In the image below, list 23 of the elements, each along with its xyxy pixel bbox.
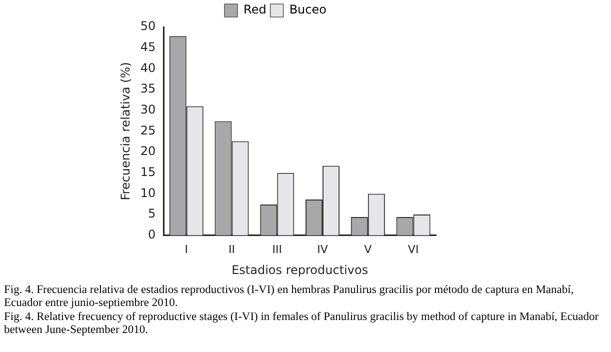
x-tick-label: IV <box>317 242 328 256</box>
y-tick-label: 25 <box>140 123 156 138</box>
y-tick-label: 40 <box>140 60 156 75</box>
caption: Fig. 4. Relative frecuency of reproductive stages (I-VI) in females of Panulirus gracilis by method of capture in Manabí, Ecuador between June-September 2010. <box>4 311 600 337</box>
x-tick-label: II <box>228 242 235 256</box>
y-tick-label: 45 <box>140 40 156 54</box>
legend-label: Buceo <box>289 2 326 17</box>
y-tick-label: 20 <box>140 144 156 158</box>
y-tick-label: 35 <box>140 82 156 96</box>
x-tick-label: I <box>184 242 188 256</box>
y-tick-label: 30 <box>140 102 156 116</box>
y-tick-label: 15 <box>140 165 156 180</box>
y-axis-title: Frecuencia relativa (%) <box>118 62 132 200</box>
caption: Fig. 4. Frecuencia relativa de estadios reproductivos (I-VI) en hembras Panulirus gracilis por método de captura en Manabí, Ecuador entre junio-septiembre 2010. <box>4 284 575 310</box>
y-tick-label: 50 <box>140 19 156 34</box>
legend-label: Red <box>244 2 266 17</box>
y-tick-label: 0 <box>148 228 156 242</box>
x-tick-label: VI <box>408 242 419 256</box>
y-tick-label: 5 <box>148 206 156 221</box>
y-tick-label: 10 <box>140 186 156 200</box>
x-axis-title: Estadios reproductivos <box>232 262 368 277</box>
x-tick-label: V <box>364 242 372 256</box>
x-tick-label: III <box>272 242 282 256</box>
